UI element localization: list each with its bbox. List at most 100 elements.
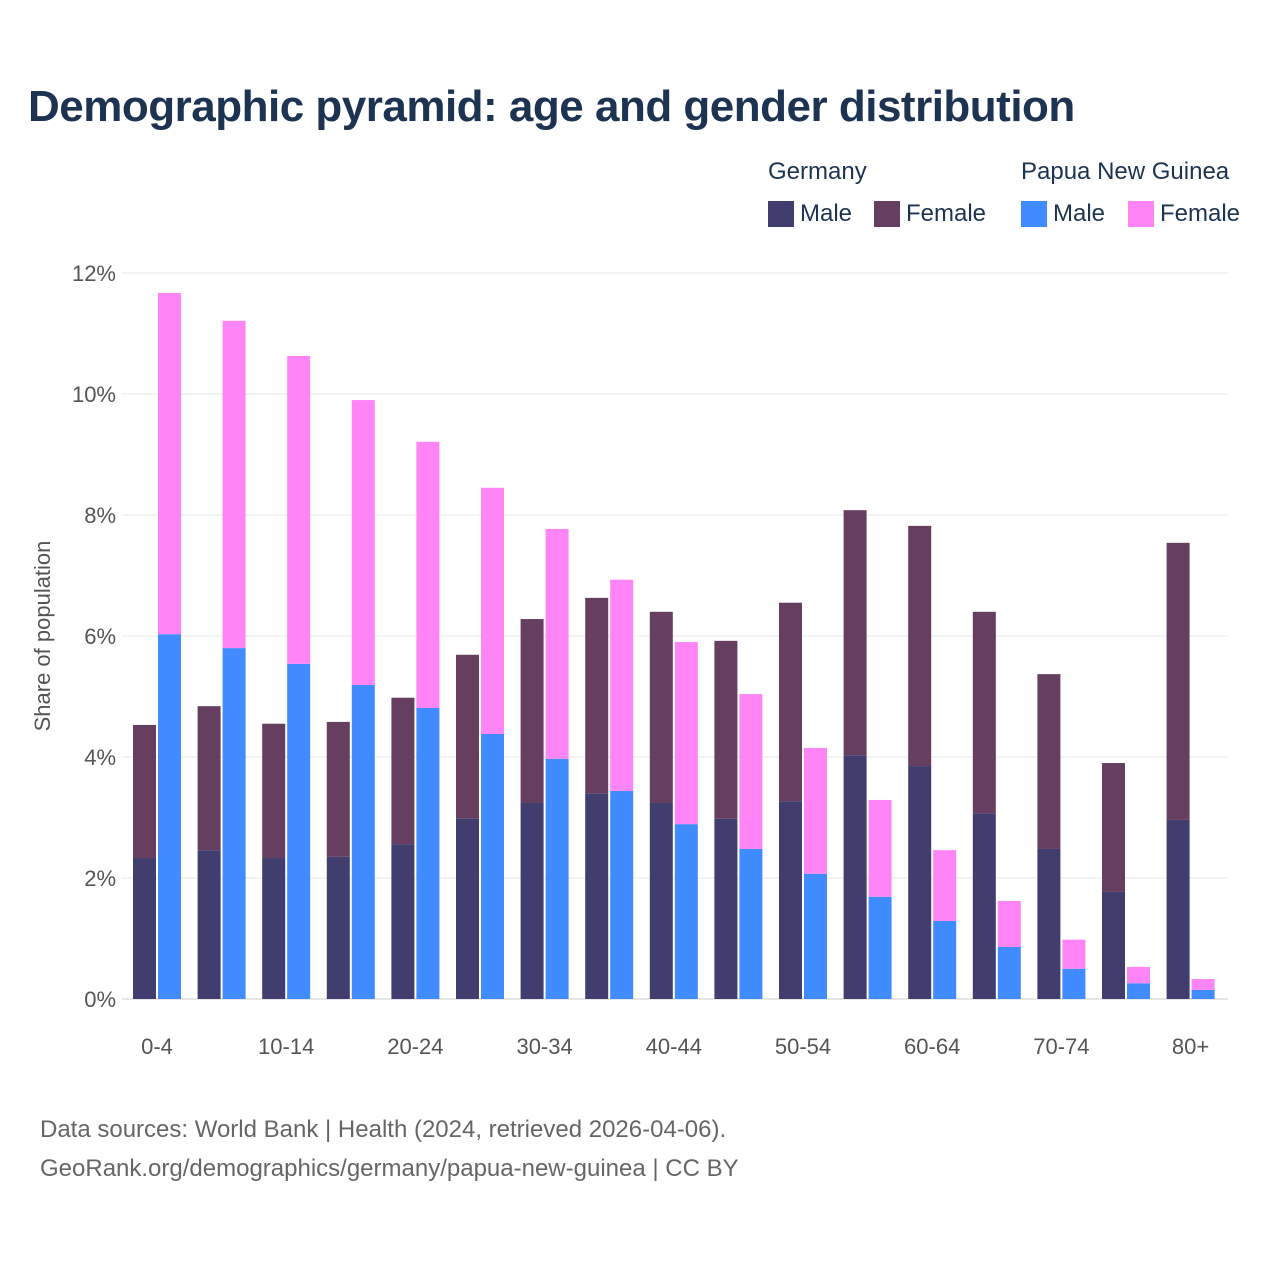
bar-papua-new-guinea-male-75-79[interactable] [1127, 983, 1150, 999]
bar-germany-male-10-14[interactable] [262, 858, 286, 999]
bar-germany-male-40-44[interactable] [649, 802, 673, 999]
bar-germany-male-15-19[interactable] [326, 856, 350, 999]
bar-germany-male-60-64[interactable] [908, 766, 932, 999]
bar-germany-female-65-69[interactable] [972, 611, 996, 814]
bar-papua-new-guinea-male-65-69[interactable] [997, 946, 1021, 999]
legend-swatch [1128, 201, 1154, 227]
bar-papua-new-guinea-male-80+[interactable] [1191, 989, 1215, 999]
legend-label: Female [906, 200, 987, 227]
bar-papua-new-guinea-male-50-54[interactable] [804, 873, 827, 999]
bar-germany-female-35-39[interactable] [585, 597, 609, 794]
legend-germany-female[interactable]: Female [874, 200, 986, 228]
bar-papua-new-guinea-male-20-24[interactable] [416, 707, 440, 999]
legend-swatch [768, 201, 794, 227]
bar-germany-male-50-54[interactable] [779, 801, 802, 999]
bar-papua-new-guinea-female-80+[interactable] [1191, 979, 1215, 990]
bar-germany-male-45-49[interactable] [714, 818, 738, 999]
legend-label: Male [800, 200, 853, 227]
bar-germany-male-65-69[interactable] [972, 813, 996, 999]
bar-papua-new-guinea-male-55-59[interactable] [868, 896, 892, 999]
bar-papua-new-guinea-female-30-34[interactable] [545, 528, 569, 759]
x-tick-label: 80+ [1172, 1034, 1209, 1059]
x-tick-label: 10-14 [258, 1034, 314, 1059]
legend-swatch [874, 201, 900, 227]
bar-papua-new-guinea-male-0-4[interactable] [158, 634, 181, 999]
bar-germany-female-80+[interactable] [1166, 542, 1190, 820]
bar-germany-female-15-19[interactable] [326, 721, 350, 857]
y-tick-label: 0% [84, 987, 116, 1012]
bar-germany-male-30-34[interactable] [520, 802, 544, 999]
x-tick-label: 20-24 [387, 1034, 443, 1059]
x-tick-label: 60-64 [904, 1034, 960, 1059]
bar-germany-female-0-4[interactable] [133, 724, 156, 859]
x-tick-label: 40-44 [646, 1034, 702, 1059]
bar-papua-new-guinea-male-40-44[interactable] [674, 824, 698, 999]
bar-germany-female-40-44[interactable] [649, 611, 673, 803]
bar-papua-new-guinea-female-0-4[interactable] [158, 292, 181, 635]
bar-papua-new-guinea-female-60-64[interactable] [933, 850, 957, 921]
x-tick-label: 30-34 [516, 1034, 572, 1059]
bar-germany-female-60-64[interactable] [908, 525, 932, 767]
bar-germany-male-20-24[interactable] [391, 844, 415, 999]
bar-germany-female-25-29[interactable] [456, 654, 479, 819]
y-tick-label: 8% [84, 503, 116, 528]
bar-germany-female-45-49[interactable] [714, 640, 738, 819]
source-line: Data sources: World Bank | Health (2024,… [40, 1116, 727, 1143]
bar-papua-new-guinea-male-15-19[interactable] [351, 685, 375, 999]
y-tick-label: 2% [84, 866, 116, 891]
legend-label: Female [1160, 200, 1241, 227]
bar-papua-new-guinea-female-65-69[interactable] [997, 900, 1021, 947]
bar-germany-male-0-4[interactable] [133, 858, 156, 999]
bar-germany-female-70-74[interactable] [1037, 674, 1061, 849]
bar-papua-new-guinea-male-60-64[interactable] [933, 920, 957, 999]
bar-germany-male-70-74[interactable] [1037, 848, 1061, 999]
legend-group-germany: Germany [768, 158, 867, 185]
legend-group-png: Papua New Guinea [1021, 158, 1230, 185]
bar-germany-female-55-59[interactable] [843, 510, 867, 756]
bar-germany-female-20-24[interactable] [391, 697, 415, 845]
legend-swatch [1021, 201, 1047, 227]
bar-germany-female-30-34[interactable] [520, 619, 544, 803]
bar-papua-new-guinea-female-10-14[interactable] [287, 355, 311, 664]
legend-germany-male[interactable]: Male [768, 200, 852, 228]
source-url[interactable]: GeoRank.org/demographics/germany/papua-n… [40, 1155, 739, 1182]
bar-germany-male-25-29[interactable] [456, 818, 479, 999]
bar-papua-new-guinea-female-35-39[interactable] [610, 579, 634, 791]
chart-title: Demographic pyramid: age and gender dist… [28, 82, 1075, 131]
bar-germany-male-55-59[interactable] [843, 755, 867, 999]
y-axis-label: Share of population [30, 541, 55, 732]
x-tick-label: 70-74 [1033, 1034, 1089, 1059]
bar-papua-new-guinea-female-40-44[interactable] [674, 642, 698, 825]
bar-papua-new-guinea-male-30-34[interactable] [545, 758, 569, 999]
bar-papua-new-guinea-female-45-49[interactable] [739, 694, 763, 849]
bar-germany-female-50-54[interactable] [779, 602, 802, 802]
bar-papua-new-guinea-male-70-74[interactable] [1062, 968, 1086, 999]
bar-papua-new-guinea-male-45-49[interactable] [739, 848, 763, 999]
bar-papua-new-guinea-female-5-9[interactable] [222, 320, 246, 649]
y-tick-label: 12% [72, 261, 116, 286]
bar-papua-new-guinea-male-5-9[interactable] [222, 648, 246, 999]
bar-papua-new-guinea-male-10-14[interactable] [287, 663, 311, 999]
bar-papua-new-guinea-female-55-59[interactable] [868, 799, 892, 897]
legend-png-female[interactable]: Female [1128, 200, 1240, 228]
bar-germany-male-35-39[interactable] [585, 793, 609, 999]
bar-papua-new-guinea-male-25-29[interactable] [481, 734, 504, 999]
y-tick-label: 6% [84, 624, 116, 649]
bar-papua-new-guinea-male-35-39[interactable] [610, 790, 634, 999]
bar-germany-female-75-79[interactable] [1102, 763, 1125, 892]
legend-label: Male [1053, 200, 1106, 227]
bar-papua-new-guinea-female-70-74[interactable] [1062, 939, 1086, 969]
bar-germany-male-75-79[interactable] [1102, 891, 1125, 999]
bar-papua-new-guinea-female-25-29[interactable] [481, 487, 504, 735]
bar-germany-female-5-9[interactable] [197, 706, 221, 851]
bar-germany-male-5-9[interactable] [197, 850, 221, 999]
bar-germany-male-80+[interactable] [1166, 819, 1190, 999]
bar-papua-new-guinea-female-20-24[interactable] [416, 441, 440, 708]
bar-germany-female-10-14[interactable] [262, 723, 286, 859]
bar-papua-new-guinea-female-75-79[interactable] [1127, 966, 1150, 984]
legend-png-male[interactable]: Male [1021, 200, 1105, 228]
bar-papua-new-guinea-female-15-19[interactable] [351, 400, 375, 686]
bar-papua-new-guinea-female-50-54[interactable] [804, 747, 827, 874]
